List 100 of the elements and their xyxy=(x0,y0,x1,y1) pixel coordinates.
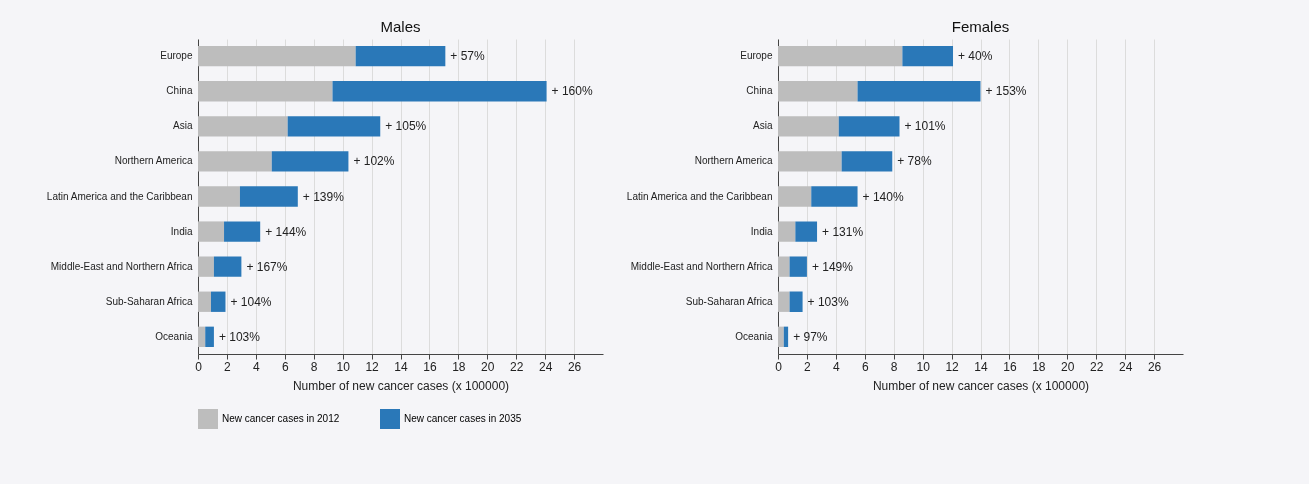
annotation: + 149% xyxy=(811,259,854,274)
annotation: + 103% xyxy=(807,294,849,309)
bar xyxy=(198,151,272,172)
legend-label: New cancer cases in 2035 xyxy=(404,413,522,424)
y-tick-label: China xyxy=(746,85,773,97)
x-tick-label: 2 xyxy=(224,359,232,374)
x-tick-label: 18 xyxy=(452,359,466,374)
y-tick-label: Latin America and the Caribbean xyxy=(626,190,773,202)
annotation: + 153% xyxy=(985,84,1027,99)
x-tick-label: 18 xyxy=(1032,359,1046,374)
x-axis-title: Number of new cancer cases (x 100000) xyxy=(872,378,1090,393)
y-tick-label: Middle-East and Northern Africa xyxy=(50,260,193,272)
annotation: + 78% xyxy=(897,154,932,169)
bar xyxy=(213,256,242,277)
annotation: + 104% xyxy=(230,294,272,309)
chart-title: Males xyxy=(380,18,421,35)
y-tick-label: Middle-East and Northern Africa xyxy=(630,260,773,272)
y-tick-label: Oceania xyxy=(735,330,773,342)
x-tick-label: 2 xyxy=(804,359,812,374)
x-tick-label: 16 xyxy=(1003,359,1017,374)
y-tick-label: Asia xyxy=(753,120,773,132)
bar xyxy=(198,186,240,207)
annotation: + 103% xyxy=(218,329,261,344)
x-axis-title: Number of new cancer cases (x 100000) xyxy=(292,378,510,393)
bar xyxy=(239,186,298,207)
x-tick-label: 0 xyxy=(775,359,783,374)
x-tick-label: 22 xyxy=(510,359,524,374)
x-tick-label: 16 xyxy=(423,359,437,374)
bar xyxy=(332,81,547,102)
x-tick-label: 8 xyxy=(890,359,898,374)
bar xyxy=(224,221,261,242)
bar xyxy=(778,291,790,312)
x-tick-label: 14 xyxy=(394,359,408,374)
bar xyxy=(811,186,858,207)
bar xyxy=(198,221,225,242)
annotation: + 160% xyxy=(551,84,593,99)
bar xyxy=(355,46,446,67)
x-tick-label: 10 xyxy=(336,359,351,374)
bar xyxy=(778,221,796,242)
bar xyxy=(838,116,900,137)
y-tick-label: Latin America and the Caribbean xyxy=(46,190,193,202)
x-tick-label: 0 xyxy=(195,359,203,374)
x-tick-label: 12 xyxy=(365,359,380,374)
bar xyxy=(789,291,803,312)
bar xyxy=(198,291,212,312)
annotation: + 140% xyxy=(862,189,904,204)
x-tick-label: 4 xyxy=(833,359,841,374)
y-tick-label: India xyxy=(170,225,193,237)
annotation: + 102% xyxy=(353,154,395,169)
bar xyxy=(211,291,226,312)
x-tick-label: 14 xyxy=(974,359,988,374)
bar xyxy=(205,326,214,347)
x-tick-label: 20 xyxy=(1061,359,1075,374)
bar xyxy=(778,81,858,102)
y-tick-label: Northern America xyxy=(114,155,193,167)
bar xyxy=(198,256,214,277)
y-tick-label: Oceania xyxy=(155,330,193,342)
annotation: + 101% xyxy=(904,119,946,134)
x-tick-label: 8 xyxy=(310,359,318,374)
bar xyxy=(783,326,789,347)
x-tick-label: 6 xyxy=(861,359,869,374)
annotation: + 167% xyxy=(246,259,288,274)
annotation: + 97% xyxy=(793,329,828,344)
y-tick-label: China xyxy=(166,85,193,97)
y-tick-label: Sub-Saharan Africa xyxy=(105,295,193,307)
bar xyxy=(287,116,381,137)
annotation: + 139% xyxy=(302,189,345,204)
y-tick-label: Northern America xyxy=(694,155,773,167)
bar xyxy=(902,46,954,67)
bar xyxy=(857,81,981,102)
bar xyxy=(198,46,356,67)
bar xyxy=(795,221,818,242)
bar xyxy=(789,256,807,277)
bar xyxy=(778,46,903,67)
chart-title: Females xyxy=(951,18,1010,35)
x-tick-label: 26 xyxy=(567,359,582,374)
bar xyxy=(778,151,842,172)
annotation: + 131% xyxy=(822,224,864,239)
bar xyxy=(778,186,812,207)
x-tick-label: 24 xyxy=(1118,359,1133,374)
bar xyxy=(198,81,333,102)
x-tick-label: 24 xyxy=(538,359,553,374)
x-tick-label: 6 xyxy=(281,359,289,374)
bar xyxy=(778,326,784,347)
annotation: + 144% xyxy=(265,224,307,239)
x-tick-label: 26 xyxy=(1147,359,1162,374)
bar xyxy=(198,116,288,137)
annotation: + 105% xyxy=(385,119,427,134)
y-tick-label: Europe xyxy=(740,50,773,62)
x-tick-label: 22 xyxy=(1090,359,1104,374)
legend-label: New cancer cases in 2012 xyxy=(222,413,340,424)
annotation: + 40% xyxy=(958,49,993,64)
x-tick-label: 12 xyxy=(945,359,960,374)
bar xyxy=(271,151,349,172)
bar xyxy=(778,116,839,137)
y-tick-label: Sub-Saharan Africa xyxy=(685,295,773,307)
x-tick-label: 4 xyxy=(253,359,261,374)
bar xyxy=(778,256,790,277)
annotation: + 57% xyxy=(450,49,486,64)
x-tick-label: 10 xyxy=(916,359,931,374)
